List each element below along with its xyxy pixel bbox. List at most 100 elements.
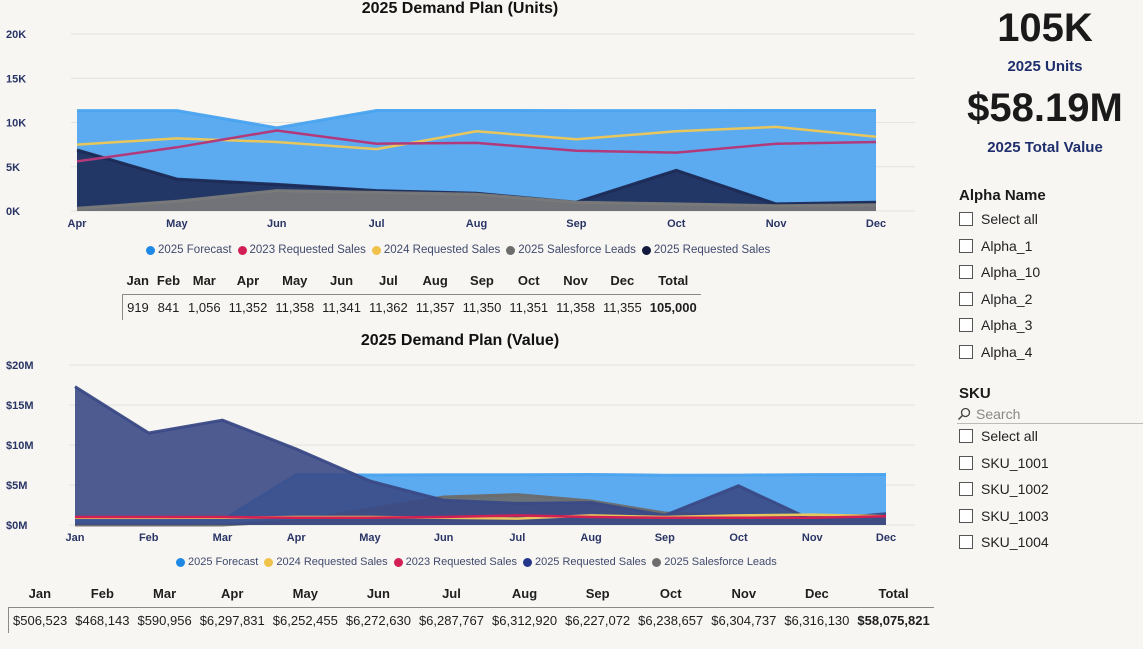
- legend-item[interactable]: 2023 Requested Sales: [237, 244, 366, 256]
- slicer-option[interactable]: Alpha_4: [959, 344, 1032, 360]
- column-header[interactable]: Apr: [221, 586, 244, 602]
- legend-item[interactable]: 2025 Forecast: [176, 556, 258, 568]
- series-line: [76, 129, 877, 163]
- column-header[interactable]: Nov: [731, 586, 757, 602]
- checkbox[interactable]: [959, 482, 973, 497]
- kpi-value-value: $58.19M: [967, 86, 1123, 130]
- column-header[interactable]: Jan: [126, 273, 149, 289]
- legend-item[interactable]: 2024 Requested Sales: [371, 244, 501, 256]
- slicer-option[interactable]: Alpha_10: [959, 264, 1040, 280]
- column-header[interactable]: May: [282, 273, 308, 289]
- slicer-option[interactable]: SKU_1003: [959, 508, 1049, 524]
- column-header[interactable]: Jul: [442, 586, 461, 602]
- series-area: [75, 386, 886, 525]
- legend-label: 2025 Requested Sales: [534, 556, 647, 568]
- x-tick-label: Sep: [655, 532, 675, 544]
- x-tick-label: May: [166, 218, 188, 230]
- series-line: [75, 514, 887, 520]
- search-icon: [957, 407, 971, 420]
- series-area: [77, 190, 876, 211]
- legend-item[interactable]: 2025 Requested Sales: [522, 556, 647, 568]
- column-header[interactable]: Total: [878, 586, 909, 602]
- table-cell: 11,341: [318, 293, 365, 320]
- legend-item[interactable]: 2024 Requested Sales: [264, 556, 388, 568]
- column-header[interactable]: Jun: [330, 273, 354, 289]
- x-tick-label: Apr: [287, 532, 307, 544]
- y-tick-label: $0M: [6, 520, 27, 532]
- table-cell: $6,297,831: [195, 606, 269, 633]
- checkbox[interactable]: [959, 265, 973, 280]
- slicer-option[interactable]: SKU_1004: [959, 534, 1049, 550]
- sku-slicer-title: SKU: [959, 385, 991, 402]
- column-header[interactable]: Sep: [470, 273, 494, 289]
- column-header[interactable]: Dec: [804, 586, 829, 602]
- value-chart-title: 2025 Demand Plan (Value): [360, 332, 560, 349]
- slicer-option[interactable]: Select all: [959, 211, 1038, 227]
- column-header[interactable]: Jun: [366, 586, 390, 602]
- column-header[interactable]: Mar: [153, 586, 177, 602]
- legend-item[interactable]: 2025 Forecast: [146, 244, 232, 256]
- checkbox[interactable]: [959, 345, 973, 359]
- column-header[interactable]: Apr: [236, 273, 260, 289]
- slicer-option-label: Alpha_4: [981, 344, 1033, 360]
- x-tick-label: Sep: [566, 218, 586, 230]
- legend-label: 2025 Requested Sales: [653, 244, 771, 256]
- table-cell: $6,272,630: [341, 606, 415, 633]
- column-header[interactable]: Aug: [422, 273, 448, 289]
- legend-item[interactable]: 2025 Salesforce Leads: [506, 244, 636, 256]
- column-header[interactable]: Sep: [585, 586, 610, 602]
- column-header[interactable]: Jan: [28, 586, 52, 602]
- x-tick-label: Jul: [369, 218, 385, 230]
- table-cell: 11,350: [458, 293, 506, 320]
- checkbox[interactable]: [959, 535, 973, 550]
- column-header[interactable]: May: [292, 586, 318, 602]
- checkbox[interactable]: [959, 238, 973, 253]
- sku-search-input[interactable]: Search: [957, 404, 1143, 424]
- x-tick-label: Jun: [267, 218, 287, 230]
- column-header[interactable]: Feb: [90, 586, 114, 602]
- y-tick-label: $15M: [6, 400, 34, 412]
- checkbox[interactable]: [959, 291, 973, 306]
- column-header[interactable]: Oct: [659, 586, 682, 602]
- column-header[interactable]: Nov: [563, 273, 588, 289]
- slicer-option-label: SKU_1004: [981, 534, 1049, 551]
- legend-item[interactable]: 2025 Salesforce Leads: [652, 556, 777, 568]
- column-header[interactable]: Mar: [192, 273, 216, 289]
- series-area-edge: [74, 385, 887, 522]
- legend-dot-icon: [652, 557, 662, 567]
- table-cell: $590,956: [133, 606, 196, 633]
- column-header[interactable]: Jul: [378, 273, 398, 289]
- table-cell: $6,227,072: [561, 606, 635, 633]
- series-area-edge: [76, 189, 877, 210]
- legend-label: 2025 Forecast: [158, 244, 232, 256]
- value-legend: 2025 Forecast 2024 Requested Sales 2023 Re…: [176, 556, 777, 568]
- checkbox[interactable]: [959, 508, 973, 523]
- legend-dot-icon: [237, 245, 247, 255]
- checkbox[interactable]: [959, 429, 973, 443]
- slicer-option[interactable]: Alpha_2: [959, 291, 1032, 307]
- column-header[interactable]: Total: [658, 273, 689, 289]
- legend-item[interactable]: 2023 Requested Sales: [393, 556, 517, 568]
- legend-label: 2025 Salesforce Leads: [664, 556, 777, 568]
- legend-label: 2024 Requested Sales: [383, 244, 501, 256]
- slicer-option[interactable]: SKU_1002: [959, 481, 1049, 497]
- column-header[interactable]: Oct: [517, 273, 540, 289]
- checkbox[interactable]: [959, 455, 973, 470]
- table-cell: 11,362: [364, 293, 412, 320]
- column-header[interactable]: Aug: [511, 586, 538, 602]
- legend-dot-icon: [506, 245, 516, 255]
- slicer-option-label: SKU_1001: [981, 454, 1049, 471]
- slicer-option[interactable]: Alpha_3: [959, 317, 1032, 333]
- legend-dot-icon: [393, 557, 403, 567]
- x-tick-label: Aug: [466, 218, 487, 230]
- legend-item[interactable]: 2025 Requested Sales: [641, 244, 771, 256]
- column-header[interactable]: Dec: [610, 273, 635, 289]
- slicer-option[interactable]: Alpha_1: [959, 238, 1032, 254]
- column-header[interactable]: Feb: [156, 273, 181, 289]
- slicer-option[interactable]: SKU_1001: [959, 455, 1049, 471]
- slicer-option[interactable]: Select all: [959, 428, 1038, 444]
- checkbox[interactable]: [959, 212, 973, 226]
- legend-dot-icon: [264, 557, 274, 567]
- slicer-option-label: SKU_1002: [981, 481, 1049, 498]
- checkbox[interactable]: [959, 318, 973, 333]
